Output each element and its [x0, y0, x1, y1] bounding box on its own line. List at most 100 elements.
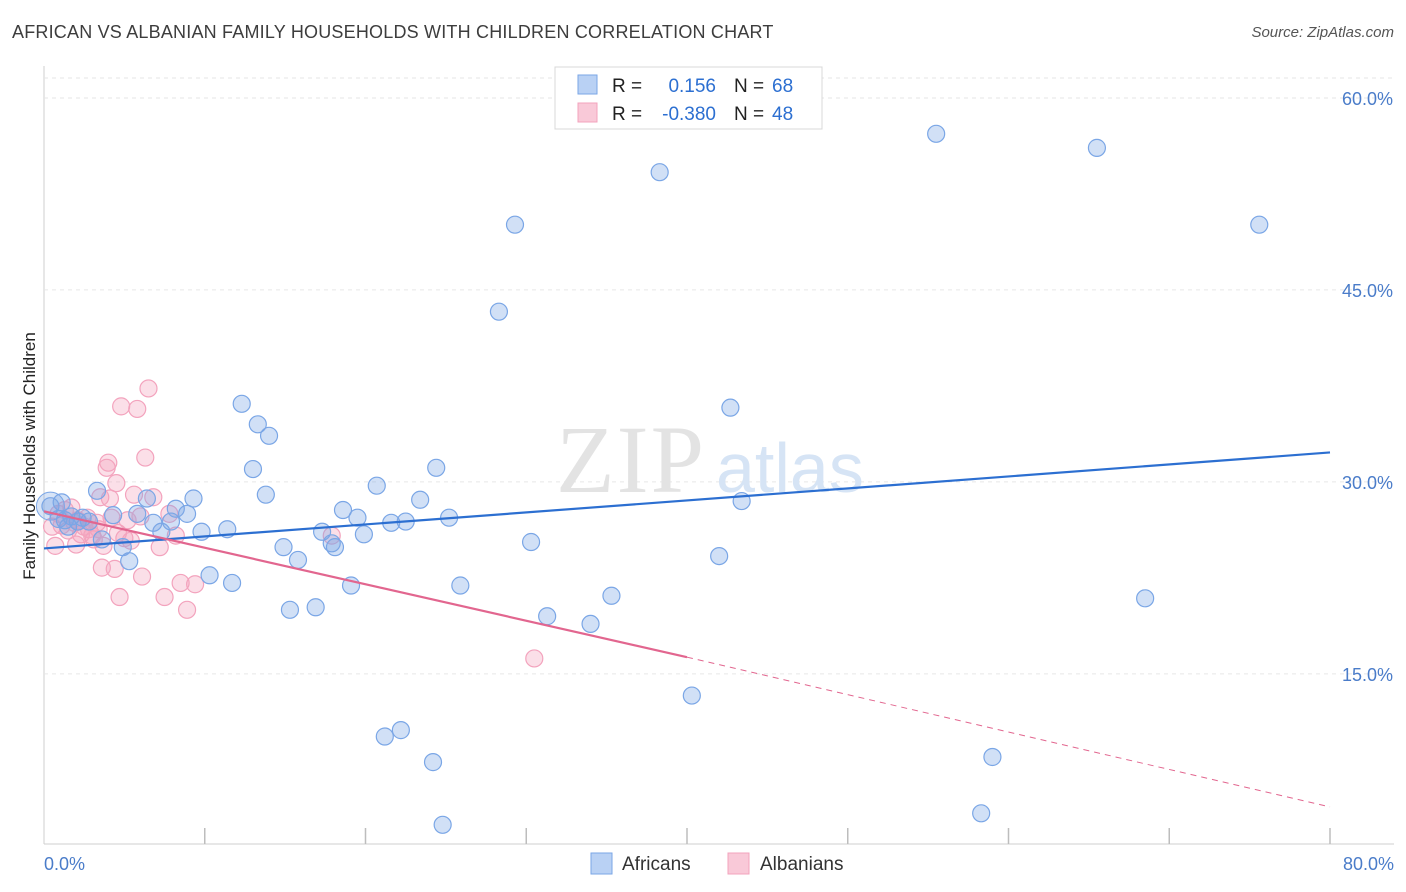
african-point	[243, 459, 263, 479]
african-point	[348, 508, 367, 527]
albanian-point	[139, 379, 158, 398]
african-point-cluster	[35, 491, 65, 521]
gridlines	[44, 77, 1394, 675]
african-point	[248, 415, 267, 434]
albanian-point	[155, 587, 174, 607]
y-tick-label: 30.0%	[1342, 473, 1393, 493]
watermark-zip: ZIP	[556, 406, 706, 513]
african-point	[927, 124, 946, 143]
x-axis-ticks	[204, 828, 1331, 844]
y-tick-label: 60.0%	[1342, 89, 1393, 109]
legend-n-label-africans: N =	[734, 76, 764, 97]
africans-trend-line	[43, 451, 1331, 550]
african-point	[325, 538, 345, 557]
legend-r-value-albanians: -0.380	[662, 104, 716, 125]
y-tick-label: 15.0%	[1342, 665, 1393, 685]
african-point	[650, 163, 669, 182]
albanians-points	[42, 379, 544, 668]
african-point	[256, 485, 275, 504]
african-point	[259, 426, 279, 445]
african-point	[232, 394, 251, 413]
african-point	[274, 538, 293, 557]
african-point	[137, 489, 156, 508]
legend-n-label-albanians: N =	[734, 104, 764, 125]
african-point	[983, 747, 1002, 767]
series-legend-swatch-albanians	[727, 852, 750, 875]
series-legend-label-albanians: Albanians	[760, 854, 843, 875]
albanian-point	[112, 397, 131, 416]
albanian-point	[177, 600, 197, 619]
african-point	[721, 398, 740, 417]
albanian-point	[99, 453, 118, 472]
y-axis-label: Family Households with Children	[20, 332, 39, 580]
african-point	[427, 458, 446, 477]
legend-swatch-albanians	[577, 102, 598, 123]
african-point	[59, 517, 78, 536]
legend-box	[554, 66, 823, 130]
african-point	[354, 525, 373, 544]
african-point	[184, 489, 203, 508]
african-point	[581, 614, 600, 634]
african-point	[306, 598, 325, 617]
african-point	[128, 504, 147, 523]
albanian-point	[92, 558, 111, 577]
albanian-point	[136, 448, 155, 467]
albanian-point	[110, 587, 129, 607]
african-point	[489, 302, 509, 321]
legend-swatch-africans	[577, 74, 598, 95]
african-point	[710, 546, 729, 566]
african-point	[1250, 215, 1269, 234]
albanian-point	[105, 559, 124, 578]
african-point	[391, 721, 410, 740]
series-legend-swatch-africans	[590, 852, 613, 875]
african-point	[120, 552, 139, 571]
legend-r-value-africans: 0.156	[668, 76, 716, 97]
african-point	[367, 476, 386, 495]
african-point	[433, 815, 452, 834]
albanian-point	[128, 399, 147, 419]
african-point	[538, 607, 557, 626]
y-tick-label: 45.0%	[1342, 281, 1393, 301]
african-point	[682, 686, 701, 705]
african-point	[280, 600, 300, 619]
african-point	[451, 576, 470, 595]
x-tick-label-min: 0.0%	[44, 854, 85, 874]
legend-n-value-albanians: 48	[772, 104, 793, 125]
african-point	[166, 499, 185, 518]
african-point	[375, 727, 394, 746]
albanian-point	[525, 649, 544, 668]
african-point	[423, 753, 443, 772]
african-point	[505, 215, 525, 234]
african-point	[411, 490, 430, 509]
watermark: ZIP atlas	[556, 406, 864, 513]
african-point	[41, 497, 60, 516]
african-point	[87, 481, 107, 500]
legend-r-label-albanians: R =	[612, 104, 642, 125]
african-point	[972, 804, 991, 823]
african-point	[521, 532, 541, 552]
correlation-legend: R = 0.156 N = 68 R = -0.380 N = 48	[554, 66, 823, 130]
african-point	[222, 573, 242, 593]
african-point	[104, 506, 123, 525]
albanian-point	[132, 567, 152, 586]
albanians-trend-extension	[686, 656, 1331, 808]
legend-r-label-africans: R =	[612, 76, 642, 97]
african-point	[333, 500, 353, 520]
chart-title: AFRICAN VS ALBANIAN FAMILY HOUSEHOLDS WI…	[12, 22, 774, 42]
series-legend-label-africans: Africans	[622, 854, 691, 875]
albanian-point	[186, 575, 205, 594]
series-legend: Africans Albanians	[590, 852, 843, 875]
african-point	[602, 586, 621, 605]
watermark-atlas: atlas	[716, 429, 864, 507]
albanian-point	[107, 474, 126, 493]
legend-n-value-africans: 68	[772, 76, 793, 97]
albanians-trend-line	[43, 510, 688, 659]
albanian-point	[46, 536, 65, 555]
africans-points	[35, 124, 1269, 834]
source-attribution: Source: ZipAtlas.com	[1251, 24, 1394, 41]
african-point	[288, 550, 308, 570]
african-point	[1136, 589, 1155, 608]
african-point	[52, 493, 71, 512]
y-axis-tick-labels: 15.0% 30.0% 45.0% 60.0%	[1342, 89, 1393, 685]
